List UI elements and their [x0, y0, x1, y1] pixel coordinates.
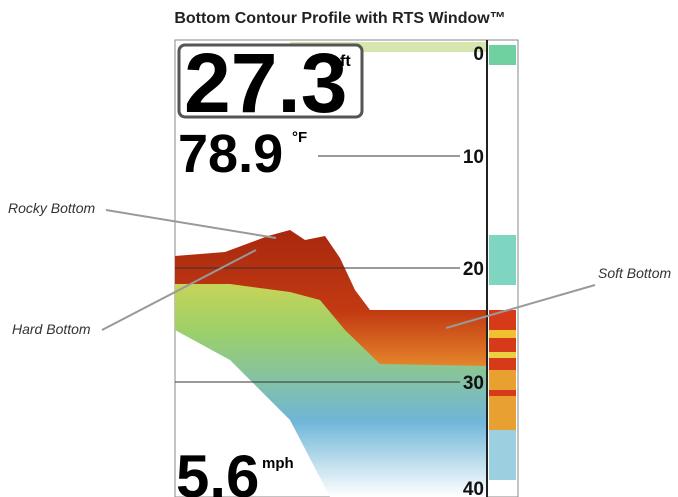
callout-line — [101, 249, 257, 331]
depth-readout: 27.3 — [184, 36, 348, 130]
surface-clutter — [290, 42, 487, 52]
depth-box — [177, 43, 364, 119]
bottom-returns — [175, 245, 487, 497]
callout-label: Hard Bottom — [12, 321, 91, 337]
rts-window — [486, 39, 519, 497]
callout-label: Rocky Bottom — [8, 200, 95, 216]
depth-scale-label: 0 — [473, 44, 484, 65]
callout-label: Soft Bottom — [598, 265, 671, 281]
callout-line — [105, 209, 277, 239]
depth-unit: ft — [340, 53, 351, 70]
temperature-unit: °F — [292, 129, 307, 146]
callout-line — [445, 284, 596, 329]
depth-scale-label: 10 — [463, 147, 484, 168]
depth-scale-label: 20 — [463, 259, 484, 280]
title: Bottom Contour Profile with RTS Window™ — [174, 10, 505, 27]
speed-unit: mph — [262, 455, 294, 472]
bottom-profile — [175, 230, 487, 366]
speed-readout: 5.6 — [176, 443, 259, 497]
depth-scale-label: 40 — [463, 479, 484, 497]
depth-scale-label: 30 — [463, 373, 484, 394]
temperature-readout: 78.9 — [178, 124, 283, 184]
